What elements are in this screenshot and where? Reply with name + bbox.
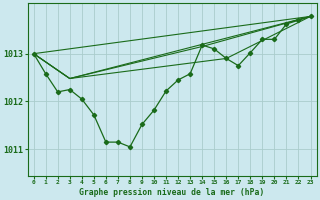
X-axis label: Graphe pression niveau de la mer (hPa): Graphe pression niveau de la mer (hPa)	[79, 188, 265, 197]
